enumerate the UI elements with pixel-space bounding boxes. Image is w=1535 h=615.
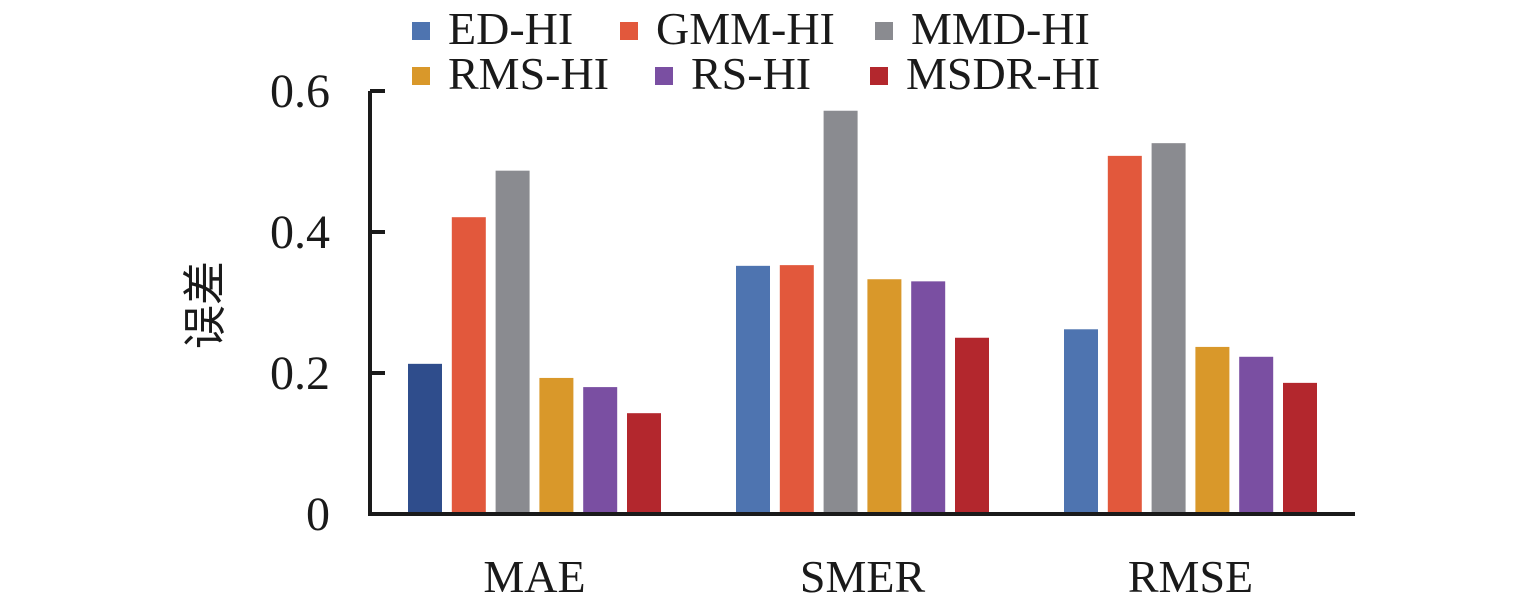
x-tick-label: SMER bbox=[800, 551, 926, 602]
legend-item: RS-HI bbox=[655, 48, 811, 99]
bar-rms-hi-mae bbox=[539, 377, 574, 512]
bar-mmd-hi-rmse bbox=[1151, 143, 1186, 513]
bar-gmm-hi-smer bbox=[779, 265, 814, 512]
legend-label: MMD-HI bbox=[911, 3, 1090, 54]
legend-item: MMD-HI bbox=[875, 3, 1090, 54]
bar-rms-hi-rmse bbox=[1195, 346, 1230, 512]
bar-msdr-hi-rmse bbox=[1283, 382, 1317, 512]
bar-ed-hi-rmse bbox=[1064, 329, 1098, 512]
bar-ed-hi-mae bbox=[408, 363, 442, 512]
legend-item: MSDR-HI bbox=[870, 48, 1100, 99]
legend-swatch bbox=[620, 22, 638, 40]
bar-rs-hi-mae bbox=[583, 387, 618, 512]
bar-ed-hi-smer bbox=[736, 265, 770, 512]
bar-rms-hi-smer bbox=[867, 279, 902, 512]
bar-mmd-hi-mae bbox=[495, 170, 530, 513]
legend: ED-HI GMM-HI MMD-HI RMS-HI RS-HI MSDR-HI bbox=[412, 3, 1100, 99]
bar-gmm-hi-mae bbox=[451, 217, 486, 512]
y-axis-label: 误差 bbox=[181, 261, 230, 349]
legend-label: ED-HI bbox=[448, 3, 573, 54]
legend-label: MSDR-HI bbox=[906, 48, 1100, 99]
bar-rs-hi-smer bbox=[911, 281, 946, 512]
bar-mmd-hi-smer bbox=[823, 110, 858, 513]
legend-label: RS-HI bbox=[691, 48, 811, 99]
legend-label: GMM-HI bbox=[656, 3, 835, 54]
y-tick-label: 0 bbox=[306, 488, 330, 541]
bar-gmm-hi-rmse bbox=[1107, 155, 1142, 513]
x-tick-label: RMSE bbox=[1128, 551, 1253, 602]
legend-swatch bbox=[875, 22, 893, 40]
y-tick-label: 0.6 bbox=[270, 65, 330, 118]
y-tick-label: 0.4 bbox=[270, 206, 330, 259]
x-tick-label: MAE bbox=[483, 551, 585, 602]
legend-item: ED-HI bbox=[412, 3, 573, 54]
legend-swatch bbox=[655, 67, 673, 85]
bar-msdr-hi-smer bbox=[955, 337, 989, 512]
bar-rs-hi-rmse bbox=[1239, 356, 1274, 512]
legend-swatch bbox=[412, 22, 430, 40]
legend-label: RMS-HI bbox=[448, 48, 609, 99]
legend-swatch bbox=[870, 67, 888, 85]
legend-swatch bbox=[412, 67, 430, 85]
legend-item: RMS-HI bbox=[412, 48, 609, 99]
bars bbox=[408, 110, 1317, 513]
axes: 0 0.2 0.4 0.6 MAE SMER RMSE bbox=[270, 65, 1355, 602]
bar-msdr-hi-mae bbox=[627, 413, 661, 512]
legend-item: GMM-HI bbox=[620, 3, 835, 54]
y-tick-label: 0.2 bbox=[270, 347, 330, 400]
